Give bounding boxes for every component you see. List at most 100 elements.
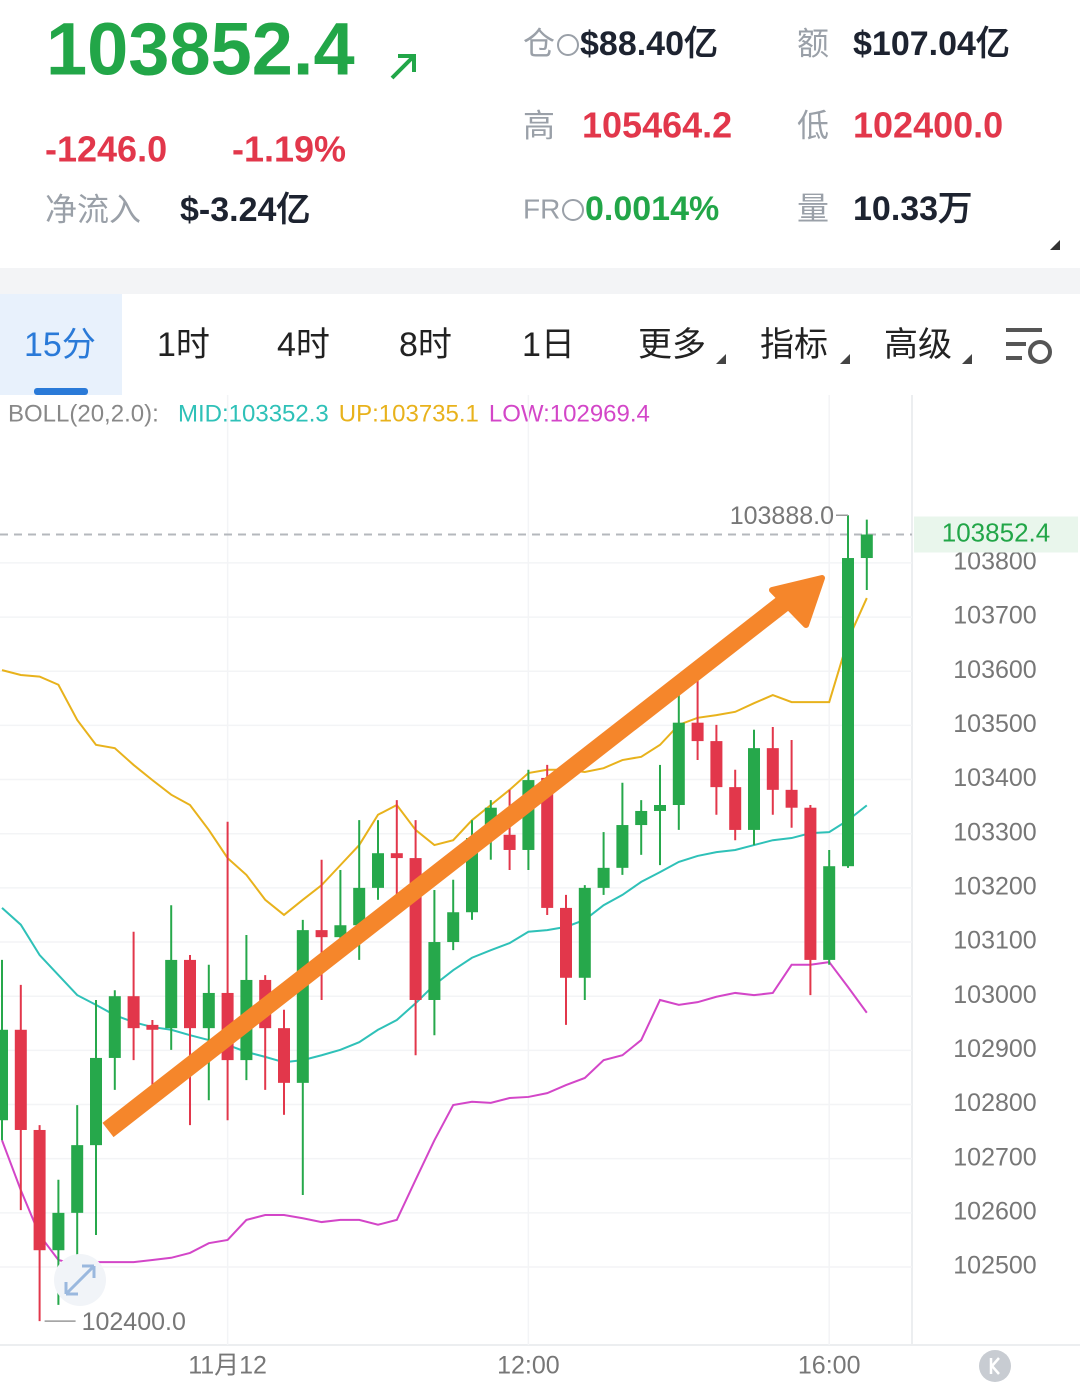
- candle-body: [785, 789, 798, 808]
- y-tick-label: 103100: [953, 927, 1036, 955]
- dropdown-icon: [962, 354, 972, 364]
- legend-entry: MID:103352.3: [178, 400, 329, 427]
- candle-body: [748, 748, 760, 830]
- band-line: [1, 961, 868, 1266]
- stat-value: 102400.0: [853, 105, 1003, 146]
- stat-label: 仓: [523, 25, 555, 61]
- band-line: [1, 597, 868, 917]
- active-tab-bg[interactable]: [0, 294, 122, 395]
- y-tick-label: 103500: [953, 710, 1036, 738]
- stat-value: 0.0014%: [585, 190, 719, 228]
- stat-label: 高: [523, 107, 555, 143]
- tab[interactable]: 15分: [24, 326, 96, 364]
- logo-button[interactable]: [979, 1350, 1011, 1382]
- stat-label: 额: [797, 25, 829, 61]
- up-arrow-icon: [390, 54, 416, 80]
- y-tick-label: 103000: [953, 981, 1036, 1009]
- plot: 102500 102600 102700 102800 102900 103000 1031…: [0, 395, 1078, 1380]
- candle-body: [541, 777, 554, 908]
- candle-body: [315, 930, 328, 938]
- indicator-label: BOLL(20,2.0):: [8, 400, 159, 427]
- corner-icon: [1050, 240, 1060, 250]
- candle-body: [334, 925, 347, 938]
- candle-body: [390, 853, 403, 859]
- candle-body: [842, 558, 854, 867]
- legend-entry: UP:103735.1: [339, 400, 479, 427]
- stat-value: 10.33万: [853, 190, 972, 228]
- change-pct: -1.19%: [232, 129, 346, 170]
- help-icon[interactable]: [557, 34, 579, 56]
- trend-arrow: [102, 590, 796, 1138]
- candle-body: [635, 810, 648, 826]
- candle-body: [108, 996, 121, 1058]
- candle-body: [560, 907, 572, 978]
- candle-body: [71, 1145, 84, 1213]
- max-marker-label: 103888.0: [730, 502, 834, 530]
- settings-icon[interactable]: [1006, 328, 1052, 364]
- y-tick-label: 103600: [953, 656, 1036, 684]
- legend-entry: LOW:102969.4: [489, 400, 650, 427]
- candle-body: [353, 887, 366, 926]
- candle-body: [616, 825, 629, 868]
- y-tick-label: 102500: [953, 1252, 1036, 1280]
- candle-body: [296, 930, 309, 1083]
- candle-body: [691, 722, 704, 742]
- y-tick-label: 102700: [953, 1143, 1036, 1171]
- logo-icon: [989, 1357, 1000, 1375]
- y-tick-label: 102800: [953, 1089, 1036, 1117]
- tab[interactable]: 4时: [277, 326, 330, 364]
- min-marker-label: 102400.0: [82, 1308, 186, 1336]
- last-price-label: 103852.4: [942, 517, 1050, 547]
- candle-body: [278, 1028, 290, 1083]
- help-icon[interactable]: [562, 199, 584, 221]
- candle-body: [860, 534, 873, 559]
- inflow-value: $-3.24亿: [180, 191, 310, 229]
- candle-body: [672, 722, 685, 806]
- stat-label: 量: [797, 190, 829, 226]
- candle-body: [165, 959, 178, 1029]
- tab[interactable]: 8时: [399, 326, 452, 364]
- y-tick-label: 103300: [953, 818, 1036, 846]
- active-tab-indicator: [34, 388, 88, 395]
- trend-arrow-head: [769, 575, 825, 628]
- x-tick-label: 11月12: [188, 1352, 267, 1380]
- candle-body: [146, 1024, 159, 1030]
- candle-body: [654, 805, 666, 811]
- tab[interactable]: 1时: [157, 326, 210, 364]
- tab[interactable]: 1日: [522, 326, 575, 364]
- y-tick-label: 102600: [953, 1197, 1036, 1225]
- candle-body: [90, 1057, 102, 1146]
- y-tick-label: 103200: [953, 872, 1036, 900]
- candle-body: [428, 942, 441, 1000]
- candle-body: [14, 1029, 27, 1130]
- candle-body: [372, 853, 384, 888]
- tab[interactable]: 更多: [638, 326, 706, 364]
- expand-icon: [64, 1264, 96, 1296]
- dropdown-icon: [716, 354, 726, 364]
- legend: BOLL(20,2.0): MID:103352.3 UP:103735.1 LOW…: [8, 400, 650, 427]
- candle-body: [33, 1129, 46, 1251]
- stat-value: $88.40亿: [580, 25, 718, 63]
- candle-body: [202, 992, 215, 1029]
- tab[interactable]: 指标: [760, 326, 828, 364]
- change: -1246.0: [45, 129, 167, 170]
- candle-body: [578, 887, 591, 978]
- candle-body: [597, 867, 610, 888]
- candle-body: [804, 807, 817, 960]
- candle-body: [447, 912, 460, 943]
- candle-body: [0, 1029, 8, 1121]
- candle-body: [766, 748, 779, 790]
- dropdown-icon: [840, 354, 850, 364]
- y-tick-label: 103400: [953, 764, 1036, 792]
- x-tick-label: 12:00: [497, 1352, 560, 1380]
- candle-body: [127, 996, 140, 1029]
- stat-label: 低: [797, 107, 829, 143]
- y-tick-label: 102900: [953, 1035, 1036, 1063]
- candle-body: [184, 959, 196, 1029]
- y-tick-label: 103700: [953, 602, 1036, 630]
- tab[interactable]: 高级: [884, 326, 952, 364]
- x-tick-label: 16:00: [798, 1352, 861, 1380]
- separator: [0, 268, 1080, 294]
